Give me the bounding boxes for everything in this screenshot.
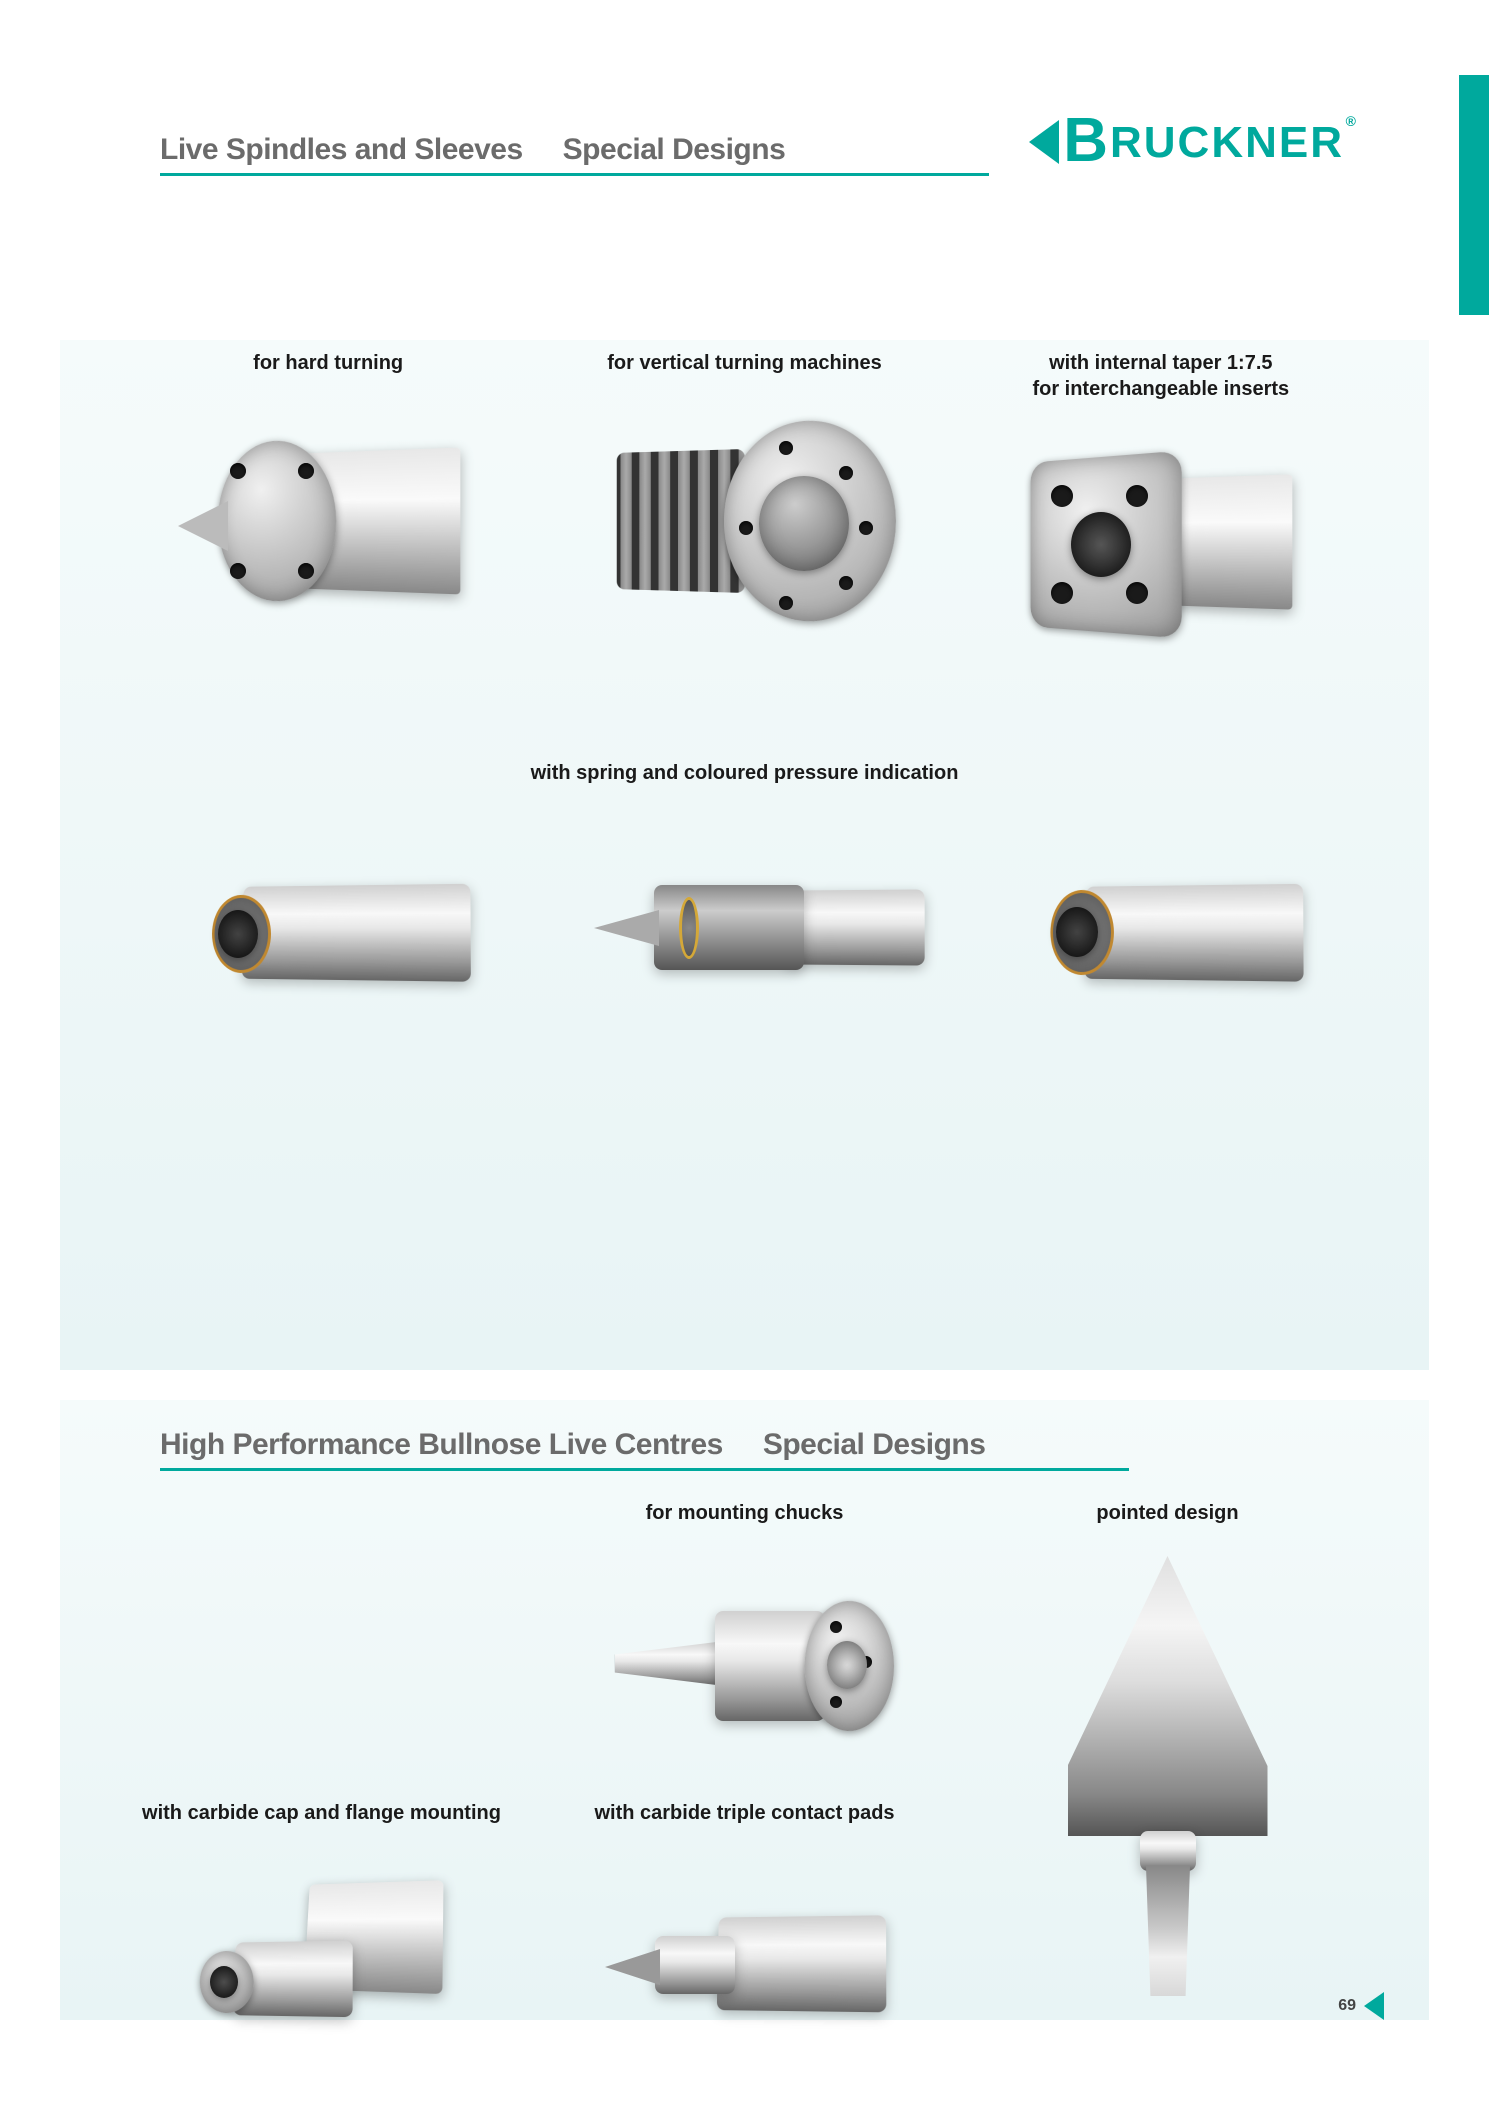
product-image [168, 810, 488, 1040]
product-cell: for mounting chucks [543, 1500, 946, 1780]
product-cell [536, 810, 952, 1040]
product-cell: for hard turning [120, 350, 536, 626]
logo-arrow-icon [1029, 120, 1059, 164]
section2-title: High Performance Bullnose Live Centres S… [160, 1428, 1129, 1471]
side-tab [1459, 75, 1489, 315]
product-cell [120, 1500, 523, 1780]
product-image [584, 396, 904, 626]
product-image [585, 1846, 905, 2076]
product-grid-section2: for mounting chucks pointed design [120, 1500, 1369, 2080]
product-caption: pointed design [1096, 1500, 1238, 1526]
product-image [1008, 1546, 1328, 2006]
product-caption: for hard turning [253, 350, 403, 376]
product-image [584, 810, 904, 1040]
title-main: High Performance Bullnose Live Centres [160, 1428, 723, 1462]
product-row-2 [120, 810, 1369, 1040]
product-caption: with carbide cap and flange mounting [142, 1800, 501, 1826]
page-number-text: 69 [1338, 1997, 1356, 2015]
registered-mark: ® [1346, 113, 1358, 129]
product-cell: pointed design [966, 1500, 1369, 2080]
product-caption: with internal taper 1:7.5 for interchang… [1032, 350, 1289, 402]
catalog-page: Live Spindles and Sleeves Special Design… [0, 0, 1489, 2105]
product-caption: with carbide triple contact pads [594, 1800, 894, 1826]
product-row-1: for hard turning for vertical turning ma… [120, 350, 1369, 652]
title-main: Live Spindles and Sleeves [160, 133, 523, 167]
product-cell: with internal taper 1:7.5 for interchang… [953, 350, 1369, 652]
product-caption: for vertical turning machines [607, 350, 882, 376]
title-sub: Special Designs [763, 1428, 986, 1462]
section1-title: Live Spindles and Sleeves Special Design… [160, 133, 989, 176]
product-cell [953, 810, 1369, 1040]
product-cell: with carbide triple contact pads [543, 1800, 946, 2080]
title-sub: Special Designs [563, 133, 786, 167]
page-header: Live Spindles and Sleeves Special Design… [160, 115, 1344, 176]
product-image [1001, 810, 1321, 1040]
logo-letter: B [1063, 119, 1110, 162]
page-arrow-icon [1364, 1992, 1384, 2020]
product-cell [120, 810, 536, 1040]
product-image [1001, 422, 1321, 652]
product-cell: for vertical turning machines [536, 350, 952, 626]
product-image [162, 1846, 482, 2076]
brand-logo: BRUCKNER® [1029, 115, 1344, 168]
logo-text: BRUCKNER® [1063, 115, 1344, 168]
product-image [168, 396, 488, 626]
product-image [585, 1546, 905, 1776]
page-number: 69 [1338, 1992, 1384, 2020]
row2-caption: with spring and coloured pressure indica… [0, 760, 1489, 786]
product-cell: with carbide cap and flange mounting [120, 1800, 523, 2080]
product-caption: for mounting chucks [646, 1500, 844, 1526]
